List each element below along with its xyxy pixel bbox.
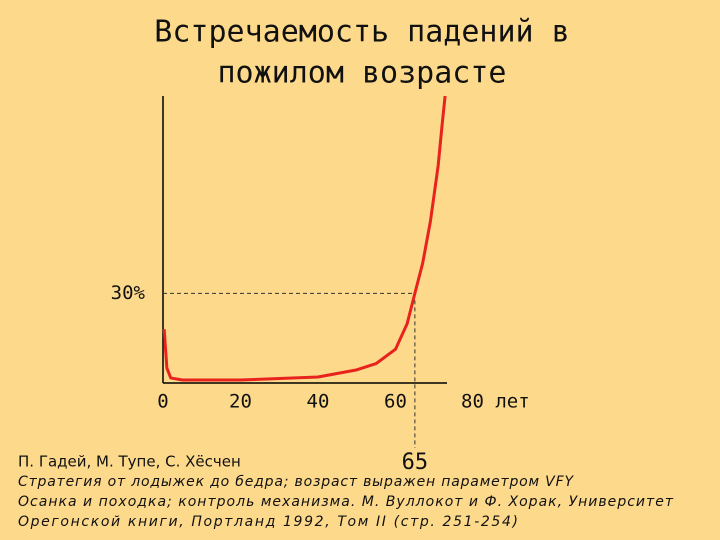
source-text: П. Гадей, М. Тупе, С. Хёсчен bbox=[18, 453, 241, 471]
data-line bbox=[162, 95, 447, 382]
y-tick-label: 30% bbox=[111, 282, 146, 304]
x-tick-label: 60 bbox=[384, 391, 407, 413]
chart-title: Встречаемость падений в bbox=[154, 15, 569, 50]
reference-label: 65 bbox=[402, 450, 429, 475]
x-tick-label: 20 bbox=[229, 391, 252, 413]
source-text: Осанка и походка; контроль механизма. М.… bbox=[18, 494, 674, 510]
x-tick-label: 0 bbox=[157, 391, 168, 413]
source-text: Стратегия от лодыжек до бедра; возраст в… bbox=[18, 474, 574, 490]
x-tick-label: 40 bbox=[307, 391, 330, 413]
source-text: Орегонской книги, Портланд 1992, Том II … bbox=[18, 514, 518, 530]
x-tick-label: 80 лет bbox=[461, 391, 530, 413]
chart-title: пожилом возрасте bbox=[218, 56, 507, 91]
